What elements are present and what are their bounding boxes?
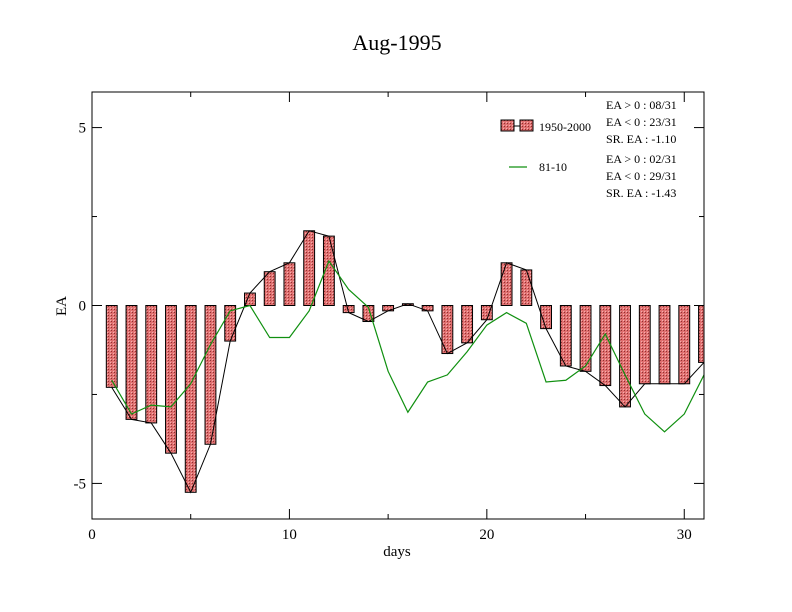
bar-outline-line — [111, 230, 705, 494]
legend-entry-81-10: 81-10 EA > 0 : 02/31 EA < 0 : 29/31 SR. … — [509, 152, 677, 200]
bar-day-10 — [283, 262, 296, 306]
line-series-81-10 — [111, 259, 705, 433]
bar-day-22 — [520, 269, 533, 307]
legend-stat-4: EA > 0 : 02/31 — [606, 152, 677, 166]
bar-day-29 — [658, 305, 671, 385]
y-tick-label: 0 — [79, 299, 87, 315]
bar-day-25 — [579, 305, 592, 372]
legend-stat-5: EA < 0 : 29/31 — [606, 169, 677, 183]
bar-day-9 — [263, 271, 276, 307]
bar-day-19 — [461, 305, 474, 344]
bar-day-24 — [559, 305, 572, 367]
y-axis-ticks: -5 0 5 — [74, 121, 704, 492]
x-tick-label: 30 — [677, 527, 692, 543]
bar-day-30 — [678, 305, 691, 385]
bar-day-17 — [421, 305, 434, 312]
x-tick-label: 20 — [479, 527, 494, 543]
line-81-10-path — [111, 259, 705, 433]
legend-label-81-10: 81-10 — [539, 160, 567, 174]
legend-label-1950-2000: 1950-2000 — [539, 120, 591, 134]
bar-day-1 — [105, 305, 118, 388]
bar-day-28 — [638, 305, 651, 385]
y-axis-label: EA — [54, 296, 70, 316]
legend: 1950-2000 EA > 0 : 08/31 EA < 0 : 23/31 … — [500, 98, 677, 200]
y-tick-label: 5 — [79, 121, 87, 137]
bar-day-31 — [698, 305, 705, 363]
legend-swatch-right — [519, 119, 534, 132]
bar-series-1950-2000 — [105, 230, 705, 493]
bar-day-26 — [599, 305, 612, 387]
bar-day-5 — [184, 305, 197, 493]
x-axis-ticks: 0 10 20 30 — [88, 92, 692, 543]
bar-outline-series — [111, 230, 705, 494]
x-tick-label: 0 — [88, 527, 96, 543]
chart-title: Aug-1995 — [352, 30, 441, 55]
y-tick-label: -5 — [74, 476, 87, 492]
bar-day-15 — [382, 305, 395, 312]
legend-stat-3: SR. EA : -1.10 — [606, 132, 676, 146]
x-tick-label: 10 — [282, 527, 297, 543]
bar-day-4 — [165, 305, 177, 454]
legend-entry-1950-2000: 1950-2000 EA > 0 : 08/31 EA < 0 : 23/31 … — [500, 98, 677, 146]
bar-day-8 — [244, 292, 256, 306]
legend-stat-6: SR. EA : -1.43 — [606, 186, 676, 200]
legend-stat-2: EA < 0 : 23/31 — [606, 115, 677, 129]
legend-swatch-left — [500, 119, 515, 132]
bar-day-11 — [303, 230, 316, 306]
bar-day-21 — [500, 262, 513, 306]
bar-day-2 — [125, 305, 138, 420]
bar-day-27 — [619, 305, 631, 408]
x-axis-label: days — [383, 544, 411, 560]
legend-stat-1: EA > 0 : 08/31 — [606, 98, 677, 112]
